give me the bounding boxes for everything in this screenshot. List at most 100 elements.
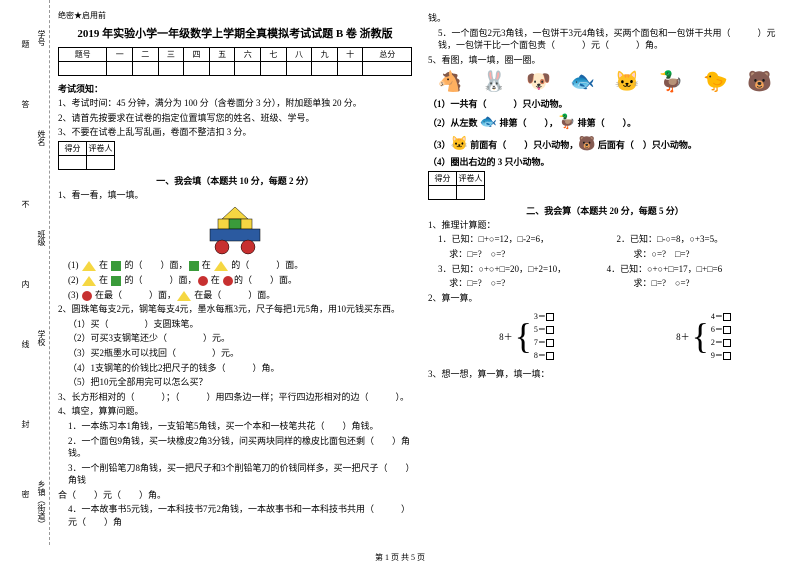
sh-5: 五 — [209, 48, 235, 62]
q5-l1: （1）一共有（ ）只小动物。 — [428, 98, 782, 111]
notice-2: 2、请首先按要求在试卷的指定位置填写您的姓名、班级、学号。 — [58, 112, 412, 125]
bind-label-2: 班级 — [36, 230, 47, 246]
sh-7: 七 — [261, 48, 287, 62]
animal-row: 🐴 🐰 🐶 🐟 🐱 🦆 🐤 🐻 — [428, 70, 782, 94]
sb1-0: 得分 — [59, 141, 87, 155]
q2-l3: （3）买2瓶墨水可以找回（ ）元。 — [58, 347, 412, 360]
animal-duck-icon: 🦆 — [657, 70, 685, 94]
calc2-heading: 2、算一算。 — [428, 292, 782, 305]
q3: 3、长方形相对的（ ）；（ ）用四条边一样；平行四边形相对的边（ ）。 — [58, 391, 412, 404]
q5-l4: （4）圈出右边的 3 只小动物。 — [428, 156, 782, 169]
binding-margin: 学号 姓名 班级 学校 乡镇（街道） 题 答 不 内 线 封 密 — [0, 0, 50, 545]
br-3: 9＝ — [711, 350, 731, 361]
animal-horse-icon: 🐴 — [436, 70, 464, 94]
animal-chick-icon: 🐤 — [702, 70, 730, 94]
sh-1: 一 — [107, 48, 133, 62]
animal-bear-icon: 🐻 — [746, 70, 774, 94]
page-content: 绝密★启用前 2019 年实验小学一年级数学上学期全真模拟考试试题 B 卷 浙教… — [0, 0, 800, 545]
bl-2: 7＝ — [534, 337, 554, 348]
q1-heading: 1、看一看，填一填。 — [58, 189, 412, 202]
bind-label-1: 姓名 — [36, 130, 47, 146]
bind-hint-1: 答 — [20, 100, 31, 108]
notice-1: 1、考试时间：45 分钟，满分为 100 分（含卷面分 3 分），附加题单独 2… — [58, 97, 412, 110]
bind-label-0: 学号 — [36, 30, 47, 46]
calc-l1: 1．已知：□+○=12，□-2=6， 2．已知：□-○=8，○+3=5。 — [428, 233, 782, 246]
q2-l4: （4）1支钢笔的价钱比2把尺子的钱多（ ）角。 — [58, 362, 412, 375]
q2-l2: （2）可买3支钢笔还少（ ）元。 — [58, 332, 412, 345]
animal-cat-icon: 🐱 — [613, 70, 641, 94]
q1-l3: (3) 在最（ ）面， 在最（ ）面。 — [58, 289, 412, 302]
bl-1: 5＝ — [534, 324, 554, 335]
bind-hint-0: 题 — [20, 40, 31, 48]
q4-l4: 合（ ）元（ ）角。 — [58, 489, 412, 502]
calc-heading: 1、推理计算题： — [428, 219, 782, 232]
animal-dog-icon: 🐶 — [525, 70, 553, 94]
calc-l3: 3．已知：○+○+□=20，□+2=10， 4．已知：○+○+□=17，□+□=… — [428, 263, 782, 276]
sh-10: 十 — [337, 48, 363, 62]
q5-heading: 5、看图，填一填，圈一圈。 — [428, 54, 782, 67]
brace-icon-r: { — [692, 318, 709, 354]
animal-fish-icon: 🐟 — [569, 70, 597, 94]
q4-l1: 1．一本练习本1角钱，一支铅笔5角钱，买一个本和一枝笔共花（ ）角钱。 — [58, 420, 412, 433]
q1-l2: (2) 在 的（ ）面， 在 的（ ）面。 — [58, 274, 412, 287]
bind-hint-2: 不 — [20, 200, 31, 208]
q2-l5: （5）把10元全部用完可以怎么买？ — [58, 376, 412, 389]
q4-5: 5．一个面包2元3角钱，一包饼干3元4角钱，买两个面包和一包饼干共用（ ）元钱，… — [428, 27, 782, 52]
left-column: 绝密★启用前 2019 年实验小学一年级数学上学期全真模拟考试试题 B 卷 浙教… — [50, 10, 420, 545]
sh-2: 二 — [133, 48, 159, 62]
br-2: 2＝ — [711, 337, 731, 348]
sh-6: 六 — [235, 48, 261, 62]
score-box-2: 得分评卷人 — [428, 171, 485, 200]
q4-l5: 4．一本故事书5元钱，一本科技书7元2角钱，一本故事书和一本科技书共用（ ）元（… — [58, 503, 412, 528]
sh-11: 总分 — [363, 48, 412, 62]
score-box-1: 得分评卷人 — [58, 141, 115, 170]
score-table: 题号 一 二 三 四 五 六 七 八 九 十 总分 — [58, 47, 412, 76]
right-column: 钱。 5．一个面包2元3角钱，一包饼干3元4角钱，买两个面包和一包饼干共用（ ）… — [420, 10, 790, 545]
sb1-1: 评卷人 — [87, 141, 115, 155]
bind-label-3: 学校 — [36, 330, 47, 346]
q2-l1: （1）买（ ）支圆珠笔。 — [58, 318, 412, 331]
q4-heading: 4、填空，算算问题。 — [58, 405, 412, 418]
q5-l3: （3）🐱 前面有（ ）只小动物，🐻 后面有（ ）只小动物。 — [428, 135, 782, 155]
q5-l2: （2）从左数 🐟 排第（ ），🦆 排第（ ）。 — [428, 113, 782, 133]
sh-3: 三 — [158, 48, 184, 62]
calc3: 3、想一想，算一算，填一填： — [428, 368, 782, 381]
bl-3: 8＝ — [534, 350, 554, 361]
brace-right: 8＋ { 4＝ 6＝ 2＝ 9＝ — [676, 310, 731, 362]
part1-heading: 一、我会填（本题共 10 分，每题 2 分） — [58, 174, 412, 187]
brace-right-label: 8＋ — [676, 330, 690, 343]
right-top: 钱。 — [428, 12, 782, 25]
brace-row: 8＋ { 3＝ 5＝ 7＝ 8＝ 8＋ { 4＝ 6＝ 2＝ 9＝ — [428, 306, 782, 366]
br-1: 6＝ — [711, 324, 731, 335]
q4-l2: 2．一个面包9角钱，买一块橡皮2角3分钱，问买两块同样的橡皮比面包还剩（ ）角钱… — [58, 435, 412, 460]
brace-left: 8＋ { 3＝ 5＝ 7＝ 8＝ — [499, 310, 554, 362]
sb2-0: 得分 — [429, 171, 457, 185]
sh-4: 四 — [184, 48, 210, 62]
animal-rabbit-icon: 🐰 — [480, 70, 508, 94]
calc-l2: 求：□=? ○=? 求：○=? □=? — [428, 248, 782, 261]
page-footer: 第 1 页 共 5 页 — [0, 552, 800, 563]
sh-8: 八 — [286, 48, 312, 62]
bind-hint-5: 封 — [20, 420, 31, 428]
q1-l1: (1) 在 的（ ）面， 在 的（ ）面。 — [58, 259, 412, 272]
notice-3: 3、不要在试卷上乱写乱画，卷面不整洁扣 3 分。 — [58, 126, 412, 139]
bind-hint-6: 密 — [20, 490, 31, 498]
br-0: 4＝ — [711, 311, 731, 322]
sh-0: 题号 — [59, 48, 107, 62]
brace-left-label: 8＋ — [499, 330, 513, 343]
part2-heading: 二、我会算（本题共 20 分，每题 5 分） — [428, 204, 782, 217]
sb2-1: 评卷人 — [457, 171, 485, 185]
sh-9: 九 — [312, 48, 338, 62]
shape-cart-figure — [58, 205, 412, 255]
notice-heading: 考试须知： — [58, 82, 412, 95]
bind-hint-3: 内 — [20, 280, 31, 288]
bind-hint-4: 线 — [20, 340, 31, 348]
exam-title: 2019 年实验小学一年级数学上学期全真模拟考试试题 B 卷 浙教版 — [58, 25, 412, 41]
cart-icon — [200, 205, 270, 255]
brace-icon-l: { — [515, 318, 532, 354]
q4-l3: 3．一个削铅笔刀8角钱，买一把尺子和3个削铅笔刀的价钱同样多，买一把尺子（ ）角… — [58, 462, 412, 487]
calc-l4: 求：□=? ○=? 求：□=? ○=? — [428, 277, 782, 290]
q2-heading: 2、圆珠笔每支2元，钢笔每支4元，墨水每瓶3元，尺子每把1元5角，用10元钱买东… — [58, 303, 412, 316]
bind-label-4: 乡镇（街道） — [36, 480, 47, 528]
secret-label: 绝密★启用前 — [58, 10, 412, 21]
